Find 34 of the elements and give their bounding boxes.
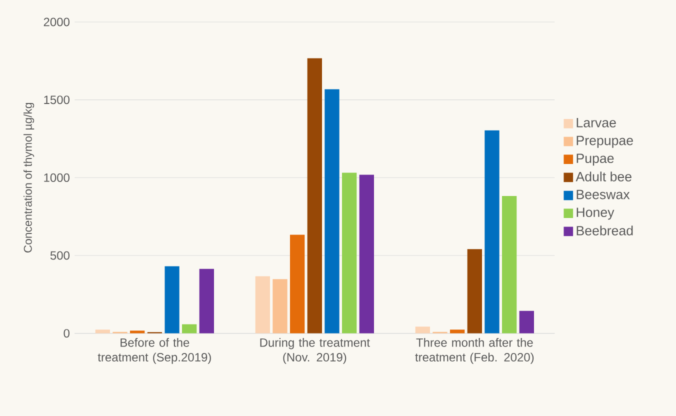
x-tick-label: Before of the treatment (Sep.2019) — [98, 338, 211, 364]
legend-label: Pupae — [576, 154, 614, 166]
legend-label: Larvae — [576, 118, 616, 128]
bar — [164, 266, 180, 334]
bar — [359, 174, 374, 334]
bar — [467, 249, 482, 334]
y-tick-label: 1500 — [44, 96, 70, 104]
legend-label: Prepupae — [576, 136, 633, 148]
x-tick-label: During the treatment (Nov. 2019) — [260, 338, 370, 364]
bar — [272, 279, 288, 334]
bar — [519, 310, 534, 334]
y-tick-label: 0 — [64, 329, 70, 338]
bar — [502, 196, 517, 334]
y-tick-label: 1000 — [44, 173, 70, 182]
bar — [324, 89, 340, 334]
legend-label: Honey — [576, 208, 614, 220]
bar — [342, 172, 357, 334]
bar — [130, 330, 145, 334]
bar — [95, 330, 110, 334]
bar — [307, 58, 322, 334]
x-tick-label: Three month after the treatment (Feb. 2020) — [415, 338, 534, 364]
y-axis-title: Concentration of thymol µg/kg — [24, 103, 34, 252]
bar — [182, 324, 197, 334]
bar — [415, 326, 430, 334]
y-tick-label: 2000 — [44, 18, 70, 26]
legend-label: Adult bee — [576, 172, 632, 182]
bar — [484, 130, 500, 334]
bar — [450, 330, 465, 334]
bar — [255, 276, 270, 334]
bar — [199, 268, 214, 334]
legend-label: Beeswax — [576, 190, 630, 200]
legend-label: Beebread — [576, 226, 633, 236]
bar — [290, 234, 305, 334]
y-tick-label: 500 — [50, 251, 70, 260]
